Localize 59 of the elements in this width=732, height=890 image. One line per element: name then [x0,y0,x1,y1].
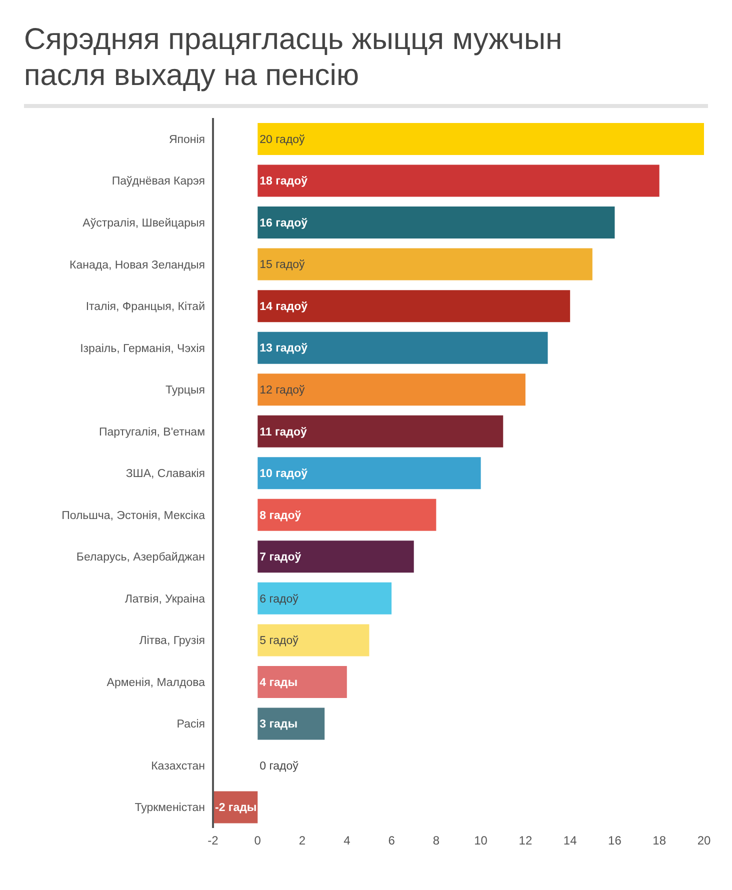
x-tick-label: 14 [563,834,578,848]
x-tick-label: 12 [518,834,532,848]
data-label: 14 гадоў [260,300,308,313]
bar [258,457,481,490]
data-label: 3 гады [260,718,298,731]
bar [258,415,504,448]
bar [258,498,436,531]
data-label: 16 гадоў [260,217,308,230]
y-tick-label: Літва, Грузія [139,635,205,648]
y-tick-label: Польшча, Эстонія, Мексіка [62,510,206,522]
data-label: -2 гады [215,802,257,814]
y-tick-label: Арменія, Малдова [106,676,206,689]
x-tick-label: 16 [608,834,622,848]
data-label: 8 гадоў [260,510,302,522]
bar [258,374,526,406]
y-tick-label: Паўднёвая Карэя [112,176,205,188]
chart-title: Сярэдняя працягласць жыцця мужчын пасля выхаду на пенсію [23,22,564,94]
y-tick-label: Расія [176,718,205,731]
data-label: 0 гадоў [260,760,299,772]
y-tick-label: Аўстралія, Швейцарыя [82,217,205,230]
y-tick-label: Партугалія, В'етнам [99,426,206,438]
data-label: 4 гады [260,676,298,689]
data-label: 5 гадоў [260,635,299,648]
data-label: 18 гадоў [260,176,308,188]
data-label: 11 гадоў [260,426,308,438]
x-tick-label: 4 [344,834,351,848]
x-tick-label: 0 [254,834,262,848]
x-tick-label: 20 [697,834,711,848]
bar [258,123,704,156]
y-tick-label: Ізраіль, Германія, Чэхія [80,342,205,355]
x-tick-label: 10 [474,834,488,848]
y-tick-label: Канада, Новая Зеландыя [70,259,205,272]
bar [258,290,570,322]
bar [258,582,392,614]
bar [258,332,548,364]
x-tick-label: 18 [652,834,666,848]
data-label: 12 гадоў [260,384,306,396]
data-label: 6 гадоў [260,593,299,606]
y-tick-label: Туркменістан [134,802,205,814]
bar [258,206,615,239]
data-label: 15 гадоў [260,259,306,272]
y-tick-label: Італія, Францыя, Кітай [86,301,205,314]
y-tick-label: Беларусь, Азербайджан [76,552,205,564]
bar [258,248,592,280]
data-label: 7 гадоў [260,552,302,564]
y-tick-label: Латвія, Украіна [124,593,206,606]
data-label: 13 гадоў [260,342,308,355]
y-tick-label: Казахстан [151,760,205,772]
x-tick-label: 6 [388,834,396,848]
x-tick-label: 2 [298,834,306,848]
y-tick-label: ЗША, Славакія [126,468,205,480]
x-tick-label: 8 [432,834,440,848]
x-tick-label: -2 [208,834,219,848]
data-label: 20 гадоў [260,134,306,146]
y-tick-label: Турцыя [166,384,205,397]
bar [258,540,414,573]
bar [258,164,660,197]
data-label: 10 гадоў [260,468,308,480]
y-tick-label: Японія [168,134,205,146]
